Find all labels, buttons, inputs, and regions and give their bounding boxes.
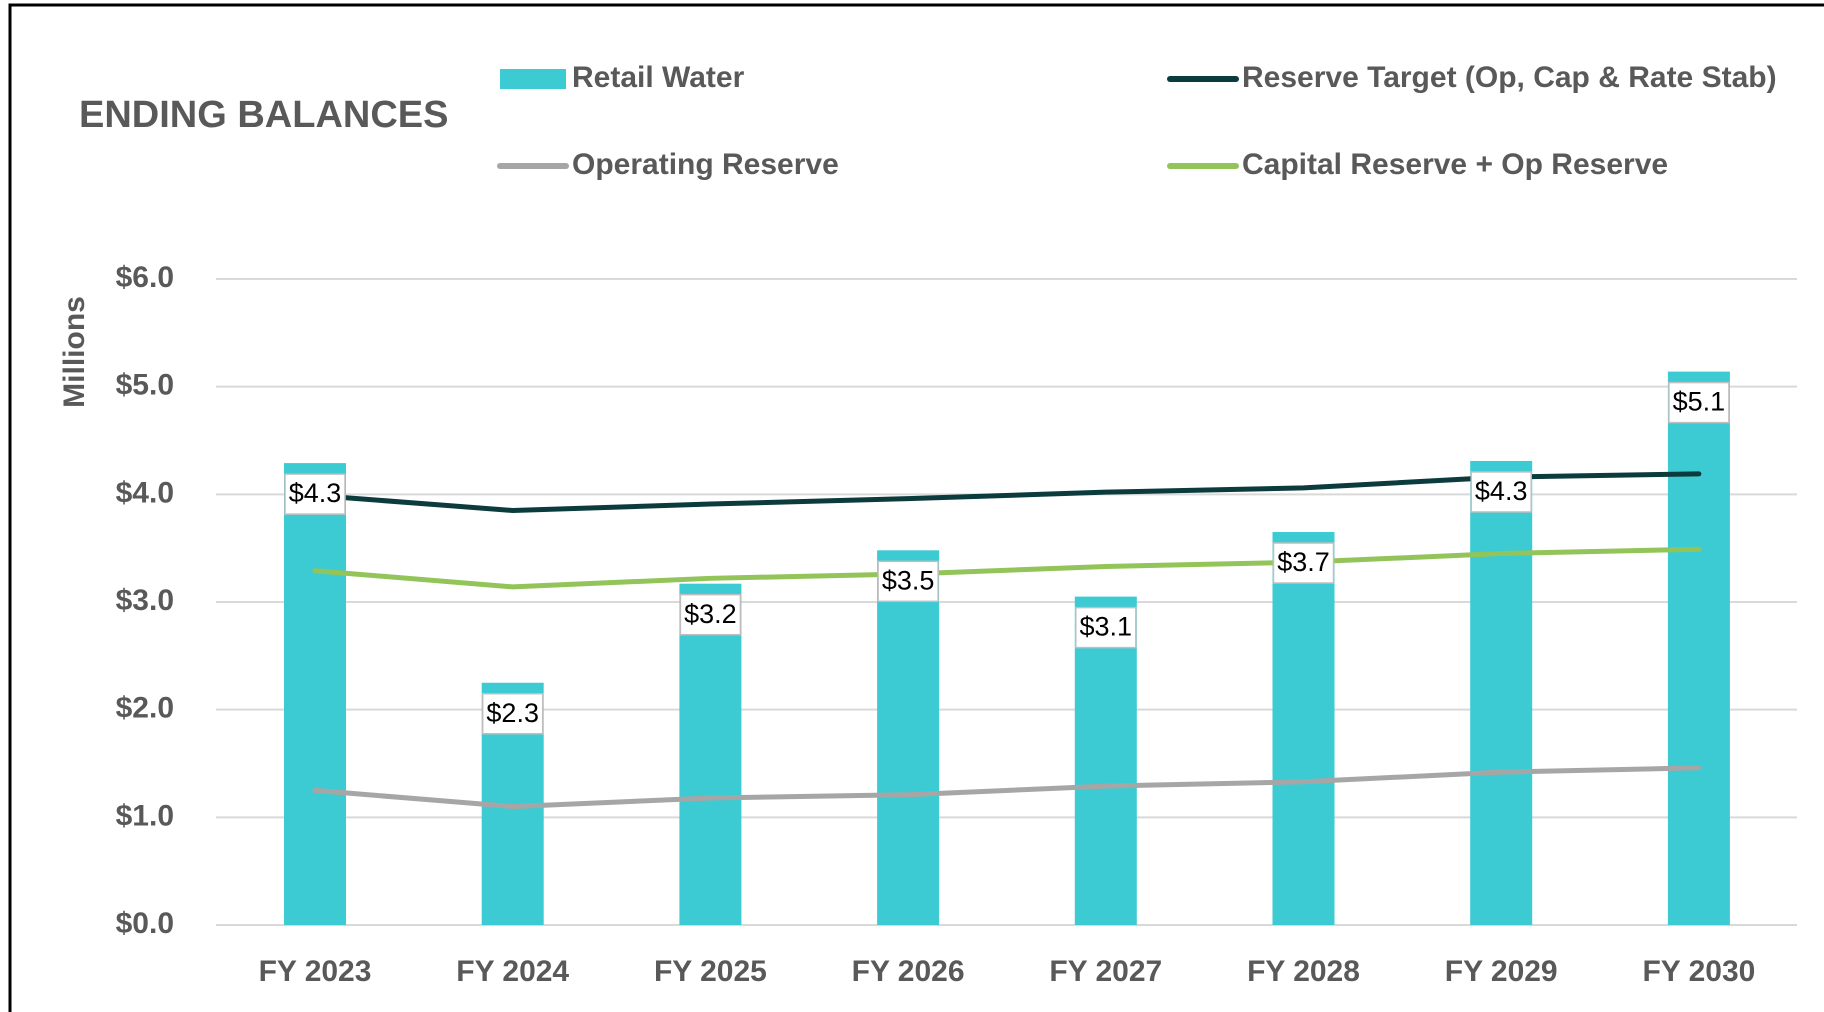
y-tick-label: $4.0 [116, 476, 174, 509]
bar [877, 550, 940, 925]
value-label-box [481, 693, 544, 735]
x-tick-label: FY 2028 [1247, 955, 1360, 988]
line [312, 765, 1702, 810]
value-label-box [1470, 471, 1532, 513]
bar [1272, 532, 1335, 925]
y-axis-label: Millions [58, 296, 91, 408]
value-label: $4.3 [1475, 476, 1528, 506]
value-label-box [1668, 381, 1730, 424]
x-tick-label: FY 2024 [456, 955, 569, 988]
legend-swatch [500, 69, 566, 89]
legend-label: Retail Water [572, 61, 745, 94]
x-tick-label: FY 2026 [852, 955, 965, 988]
value-label-box [679, 593, 742, 636]
value-label: $3.2 [684, 599, 737, 629]
bar [1470, 460, 1533, 925]
y-tick-label: $2.0 [116, 692, 174, 725]
bar [1074, 596, 1137, 925]
value-label: $3.7 [1277, 547, 1330, 577]
value-label-box [1272, 542, 1335, 584]
y-tick-label: $3.0 [116, 584, 174, 617]
x-tick-label: FY 2027 [1049, 955, 1162, 988]
value-label-box [284, 473, 346, 515]
y-tick-label: $0.0 [116, 907, 174, 940]
y-tick-label: $5.0 [116, 369, 174, 402]
frame [8, 3, 1824, 1012]
y-tick-label: $6.0 [116, 261, 174, 294]
y-tick-label: $1.0 [116, 799, 174, 832]
bar [284, 463, 346, 925]
x-tick-label: FY 2030 [1642, 955, 1755, 988]
value-label: $4.3 [289, 478, 342, 508]
legend-label: Reserve Target (Op, Cap & Rate Stab) [1242, 61, 1777, 94]
x-tick-label: FY 2025 [654, 955, 767, 988]
x-tick-label: FY 2023 [259, 955, 372, 988]
value-label: $2.3 [486, 698, 539, 728]
legend-label: Capital Reserve + Op Reserve [1242, 148, 1668, 181]
value-label-box [1075, 606, 1137, 649]
bar [1667, 371, 1730, 925]
value-label: $3.5 [882, 565, 935, 595]
x-tick-label: FY 2029 [1445, 955, 1558, 988]
line [312, 471, 1702, 513]
chart-title: ENDING BALANCES [79, 94, 448, 136]
line [312, 546, 1702, 590]
value-label: $5.1 [1673, 387, 1726, 417]
bar [679, 583, 742, 925]
value-label: $3.1 [1080, 612, 1133, 642]
value-label-box [877, 560, 939, 603]
legend-label: Operating Reserve [572, 148, 839, 181]
